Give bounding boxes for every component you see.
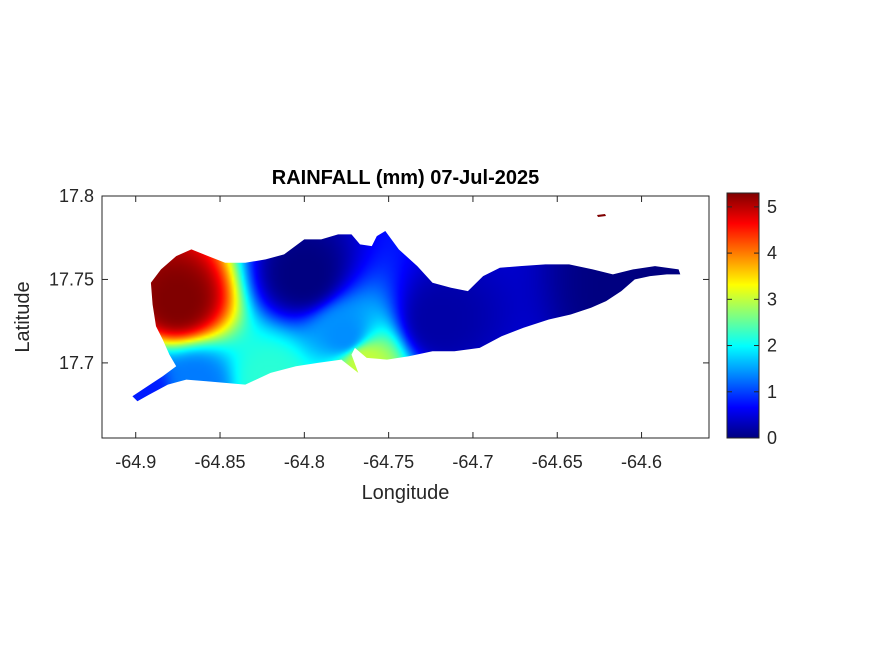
- colorbar-tick-label: 2: [767, 336, 777, 356]
- x-tick-label: -64.75: [363, 452, 414, 472]
- y-axis-ticks: 17.7 17.75 17.8: [49, 186, 709, 373]
- x-axis-label: Longitude: [362, 482, 450, 504]
- x-tick-label: -64.65: [532, 452, 583, 472]
- y-tick-label: 17.7: [59, 353, 94, 373]
- x-axis-ticks: -64.9 -64.85 -64.8 -64.75 -64.7 -64.65 -64.6: [115, 196, 662, 472]
- x-tick-label: -64.7: [452, 452, 493, 472]
- y-tick-label: 17.75: [49, 269, 94, 289]
- islet: [597, 214, 606, 217]
- colorbar: [726, 192, 760, 439]
- x-tick-label: -64.6: [621, 452, 662, 472]
- colorbar-tick-label: 4: [767, 243, 777, 263]
- colorbar-tick-label: 3: [767, 289, 777, 309]
- colorbar-tick-label: 5: [767, 197, 777, 217]
- y-axis-label: Latitude: [12, 281, 34, 352]
- chart-title: RAINFALL (mm) 07-Jul-2025: [272, 167, 539, 189]
- colorbar-tick-label: 1: [767, 382, 777, 402]
- x-tick-label: -64.8: [284, 452, 325, 472]
- axes-frame: [101, 195, 710, 439]
- colorbar-tick-label: 0: [767, 428, 777, 448]
- x-tick-label: -64.85: [195, 452, 246, 472]
- x-tick-label: -64.9: [115, 452, 156, 472]
- y-tick-label: 17.8: [59, 186, 94, 206]
- colorbar-ticks: 0 1 2 3 4 5: [727, 197, 777, 448]
